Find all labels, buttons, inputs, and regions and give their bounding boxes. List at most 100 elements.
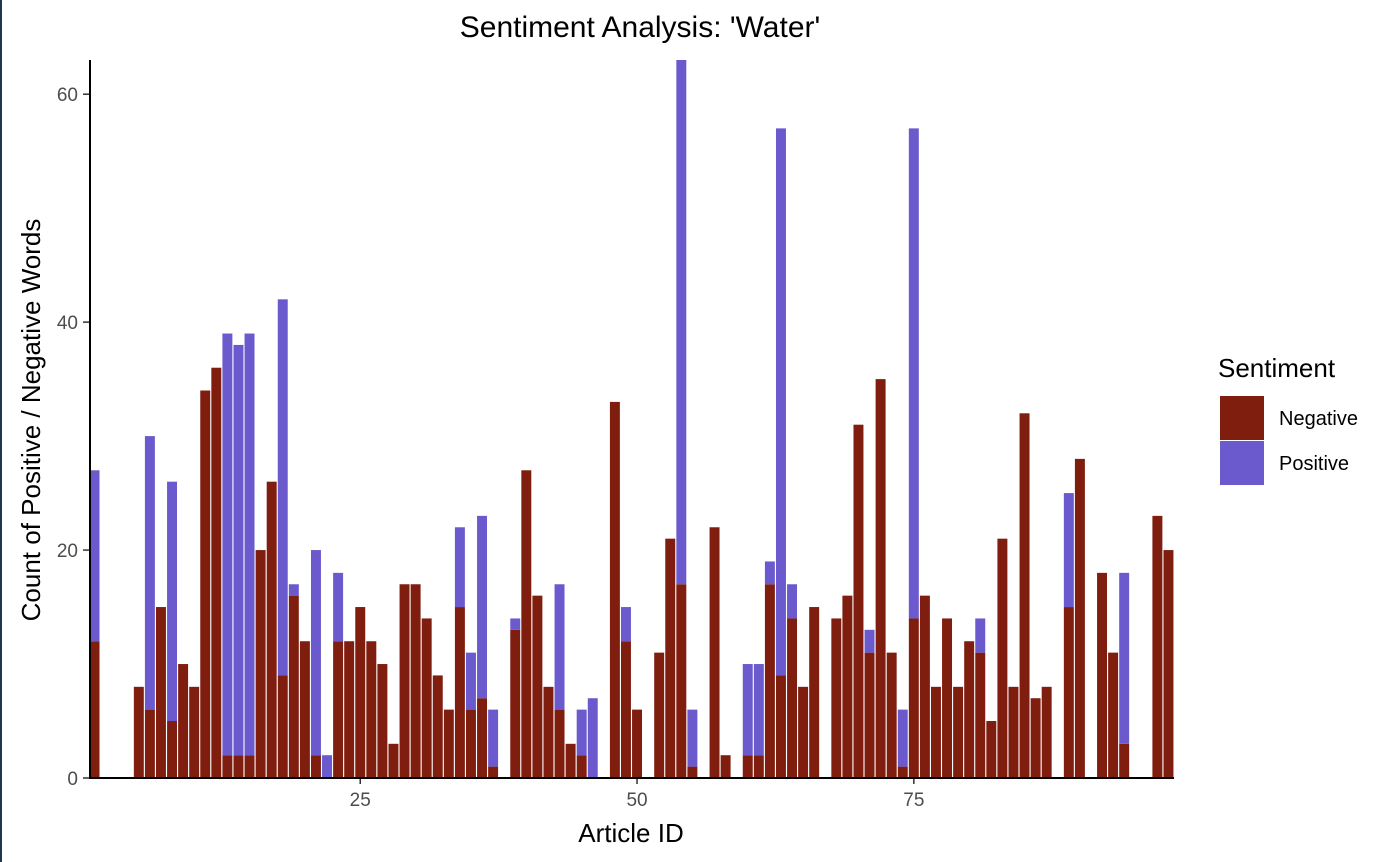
bar-negative-6 [144, 709, 155, 778]
bar-negative-16 [255, 550, 266, 778]
y-tick-label-60: 60 [57, 85, 78, 106]
bar-positive-36 [477, 515, 488, 699]
bar-positive-35 [465, 652, 476, 710]
bar-negative-14 [233, 755, 244, 778]
bar-negative-66 [809, 607, 820, 778]
bar-negative-34 [454, 607, 465, 778]
bar-negative-28 [388, 743, 399, 778]
bar-negative-60 [742, 755, 753, 778]
bar-negative-30 [410, 584, 421, 778]
bar-negative-40 [521, 470, 532, 778]
bar-negative-9 [178, 664, 189, 778]
bar-negative-69 [842, 595, 853, 778]
bar-negative-71 [864, 652, 875, 778]
bar-negative-63 [775, 675, 786, 778]
chart-title: Sentiment Analysis: 'Water' [460, 11, 820, 44]
bar-negative-42 [543, 686, 554, 778]
bar-negative-19 [288, 595, 299, 778]
bar-negative-43 [554, 709, 565, 778]
bar-negative-33 [443, 709, 454, 778]
bar-negative-25 [355, 607, 366, 778]
bar-negative-78 [942, 618, 953, 778]
legend: Sentiment Negative Positive [1218, 353, 1358, 485]
bar-negative-7 [155, 607, 166, 778]
bar-negative-87 [1041, 686, 1052, 778]
bar-negative-8 [167, 721, 178, 778]
bar-negative-24 [344, 641, 355, 778]
bar-negative-50 [632, 709, 643, 778]
bar-negative-90 [1074, 458, 1085, 778]
bar-negative-48 [609, 401, 620, 778]
bar-negative-72 [875, 379, 886, 778]
bar-negative-32 [432, 675, 443, 778]
legend-label-negative: Negative [1279, 408, 1358, 430]
bar-negative-65 [798, 686, 809, 778]
bar-negative-73 [886, 652, 897, 778]
bar-positive-75 [908, 128, 919, 619]
bar-negative-62 [764, 584, 775, 778]
bar-negative-27 [377, 664, 388, 778]
bar-negative-75 [908, 618, 919, 778]
bar-positive-63 [775, 128, 786, 676]
bar-negative-80 [964, 641, 975, 778]
bar-negative-68 [831, 618, 842, 778]
bar-negative-83 [997, 538, 1008, 778]
bar-positive-21 [310, 550, 321, 756]
bar-negative-64 [787, 618, 798, 778]
bar-negative-15 [244, 755, 255, 778]
bar-negative-76 [919, 595, 930, 778]
bar-positive-37 [488, 709, 499, 767]
bar-positive-55 [687, 709, 698, 767]
bar-positive-34 [454, 527, 465, 608]
bar-negative-11 [200, 390, 211, 778]
bar-negative-98 [1163, 550, 1174, 778]
legend-title: Sentiment [1218, 353, 1336, 383]
bar-positive-13 [222, 333, 233, 756]
bar-negative-81 [975, 652, 986, 778]
x-axis-title: Article ID [578, 818, 683, 848]
bar-negative-23 [333, 641, 344, 778]
bar-positive-81 [975, 618, 986, 653]
bar-negative-86 [1030, 698, 1041, 778]
bar-negative-36 [477, 698, 488, 778]
bar-negative-1 [89, 641, 100, 778]
bar-negative-85 [1019, 413, 1030, 778]
bar-negative-89 [1063, 607, 1074, 778]
bar-positive-45 [576, 709, 587, 756]
bar-negative-82 [986, 721, 997, 778]
bar-positive-71 [864, 629, 875, 653]
bar-positive-23 [333, 572, 344, 642]
bar-positive-64 [787, 584, 798, 619]
bar-negative-97 [1152, 515, 1163, 778]
bar-positive-14 [233, 344, 244, 756]
legend-swatch-positive [1220, 441, 1264, 485]
bar-positive-62 [764, 561, 775, 585]
bar-negative-5 [133, 686, 144, 778]
bar-negative-10 [189, 686, 200, 778]
bar-positive-22 [322, 755, 333, 778]
bar-negative-94 [1119, 743, 1130, 778]
bar-negative-49 [620, 641, 631, 778]
bar-negative-74 [897, 766, 908, 778]
bar-positive-1 [89, 470, 100, 642]
bar-negative-31 [421, 618, 432, 778]
bar-negative-39 [510, 629, 521, 778]
bar-negative-20 [299, 641, 310, 778]
bar-negative-55 [687, 766, 698, 778]
x-tick-label-50: 50 [626, 790, 647, 811]
bar-negative-37 [488, 766, 499, 778]
bar-positive-6 [144, 436, 155, 710]
bar-negative-18 [277, 675, 288, 778]
y-tick-label-0: 0 [67, 769, 78, 790]
bar-positive-19 [288, 584, 299, 596]
bar-positive-74 [897, 709, 908, 767]
bar-negative-77 [930, 686, 941, 778]
y-axis-title: Count of Positive / Negative Words [16, 219, 46, 622]
legend-label-positive: Positive [1279, 453, 1349, 475]
bar-negative-53 [665, 538, 676, 778]
bar-negative-84 [1008, 686, 1019, 778]
bar-negative-21 [310, 755, 321, 778]
bar-negative-92 [1097, 572, 1108, 778]
bar-positive-46 [587, 698, 598, 778]
